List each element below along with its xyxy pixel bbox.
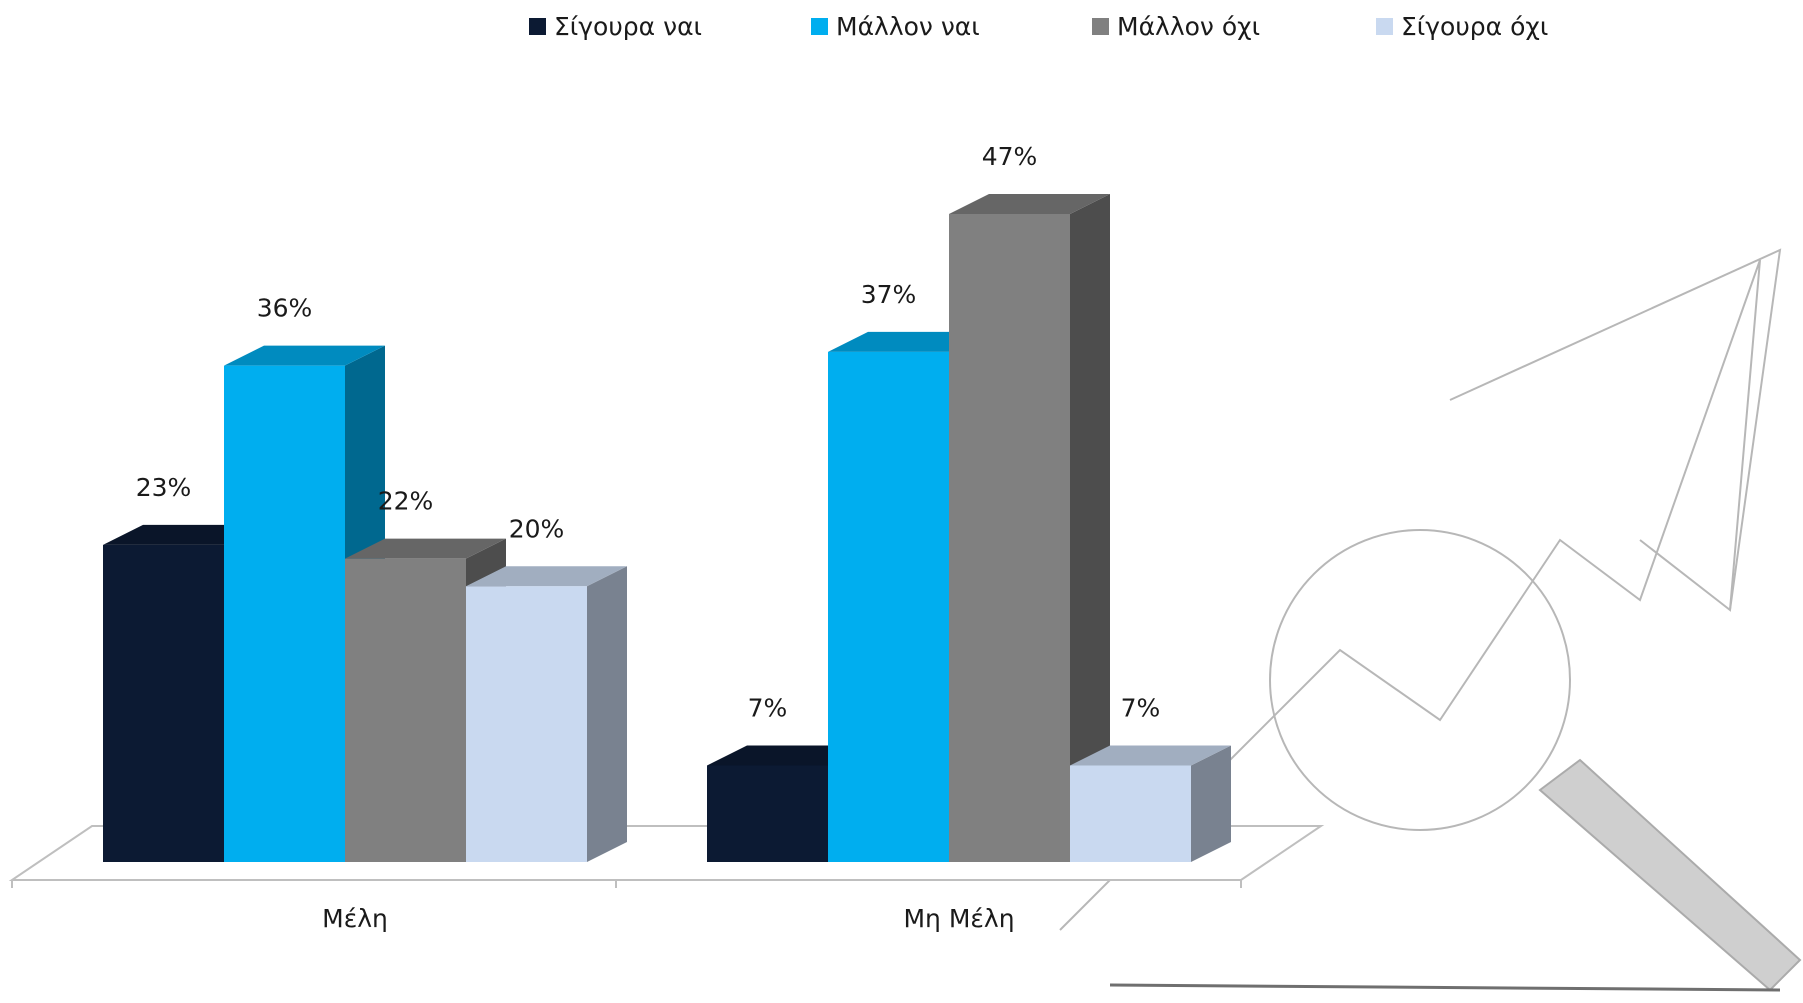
bar (224, 365, 345, 862)
bar-side (1070, 194, 1110, 862)
bar (707, 765, 828, 862)
bar (466, 586, 587, 862)
bar-top (1070, 745, 1231, 766)
bar (345, 558, 466, 862)
value-label: 7% (748, 693, 788, 722)
bar (1070, 765, 1191, 862)
x-tick-label: Μη Μέλη (903, 904, 1014, 933)
legend-label: Μάλλον όχι (1117, 12, 1260, 41)
legend-swatch (1376, 18, 1393, 35)
bar-top (466, 566, 627, 587)
decoration (1059, 248, 1802, 992)
bar-top (707, 745, 868, 766)
legend-label: Σίγουρα ναι (554, 12, 702, 41)
legend-label: Σίγουρα όχι (1401, 12, 1548, 41)
legend-label: Μάλλον ναι (836, 12, 980, 41)
bar-top (949, 194, 1110, 214)
legend-swatch (529, 18, 546, 35)
value-label: 7% (1121, 693, 1161, 722)
value-label: 20% (509, 514, 565, 543)
legend-swatch (811, 18, 828, 35)
bar (103, 544, 224, 862)
bar-side (1191, 745, 1231, 862)
value-label: 47% (982, 142, 1038, 171)
bar-side (587, 566, 627, 862)
bar (949, 214, 1070, 862)
value-label: 36% (257, 294, 313, 323)
bar-top (828, 331, 989, 352)
bar-top (224, 345, 385, 366)
bar-top (103, 524, 264, 545)
value-label: 37% (861, 280, 917, 309)
bar-top (345, 538, 506, 559)
legend-swatch (1092, 18, 1109, 35)
x-tick-label: Μέλη (322, 904, 388, 933)
value-label: 22% (378, 487, 434, 516)
bar (828, 351, 949, 862)
value-label: 23% (136, 473, 192, 502)
